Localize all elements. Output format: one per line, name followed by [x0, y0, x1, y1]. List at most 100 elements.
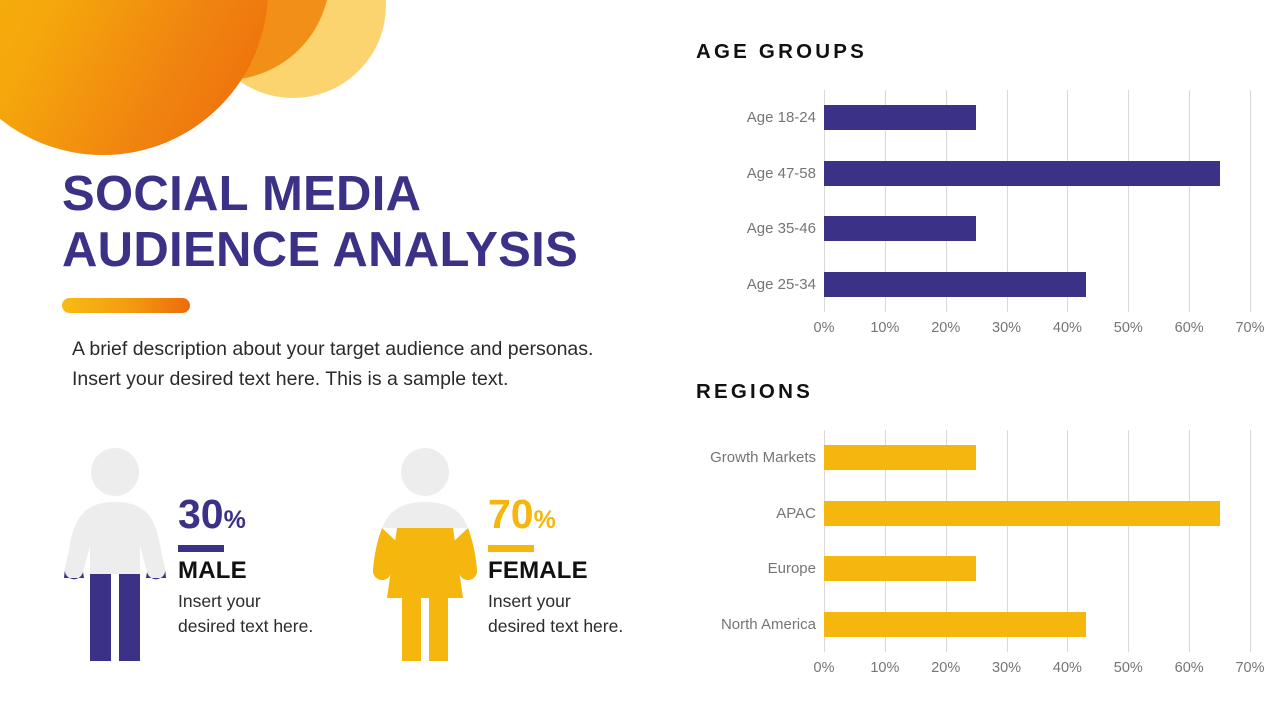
- category-label: Age 18-24: [690, 90, 816, 146]
- category-label-text: Europe: [767, 560, 816, 578]
- gridline: [1250, 90, 1251, 312]
- x-tick-label: 30%: [992, 320, 1022, 336]
- chart-regions: REGIONS Growth Markets APAC Europe North Am…: [690, 380, 1265, 690]
- male-sub-line1: Insert your: [178, 591, 261, 611]
- bar-row: [824, 146, 1250, 202]
- bar: [824, 160, 1220, 186]
- gridline: [1067, 90, 1069, 312]
- x-tick-label: 60%: [1174, 320, 1204, 336]
- female-sub-line2: desired text here.: [488, 616, 624, 636]
- gridline: [1067, 430, 1069, 652]
- chart-age-groups-gridlines: [824, 90, 1251, 312]
- chart-age-groups-bars: [824, 90, 1251, 313]
- category-label-text: Age 47-58: [746, 164, 816, 182]
- category-label: North America: [690, 597, 816, 653]
- x-tick-label: 50%: [1113, 320, 1143, 336]
- x-tick-label: 40%: [1052, 320, 1082, 336]
- female-figure-icon: [372, 448, 478, 661]
- chart-age-groups-category-labels: Age 18-24 Age 47-58 Age 35-46 Age 25-34: [690, 90, 816, 312]
- chart-age-groups: AGE GROUPS Age 18-24 Age 47-58 Age 35-46 Ag…: [690, 40, 1265, 360]
- chart-regions-title: REGIONS: [696, 380, 813, 403]
- female-accent-rule: [488, 545, 534, 552]
- chart-regions-category-labels: Growth Markets APAC Europe North America: [690, 430, 816, 652]
- bar-row: [824, 541, 1250, 597]
- bar: [824, 611, 1086, 637]
- gridline: [824, 430, 825, 652]
- female-stat-block: 70% FEMALE Insert your desired text here…: [488, 494, 678, 639]
- category-label: Age 25-34: [690, 257, 816, 313]
- chart-regions-gridlines: [824, 430, 1251, 652]
- bar-row: [824, 201, 1250, 257]
- chart-age-groups-x-axis: 0% 10% 20% 30% 40% 50% 60% 70%: [814, 320, 1265, 342]
- gridline: [824, 90, 825, 312]
- female-percent: 70%: [488, 494, 678, 535]
- bar: [824, 556, 977, 582]
- category-label-text: APAC: [776, 504, 816, 522]
- x-tick-label: 60%: [1174, 660, 1204, 676]
- bar: [824, 271, 1086, 297]
- x-tick-label: 20%: [931, 320, 961, 336]
- persona-female: 70% FEMALE Insert your desired text here…: [370, 446, 680, 676]
- x-tick-label: 0%: [813, 660, 835, 676]
- male-sub-text: Insert your desired text here.: [178, 589, 368, 639]
- x-tick-label: 0%: [813, 320, 835, 336]
- bar: [824, 500, 1220, 526]
- category-label-text: Age 35-46: [746, 220, 816, 238]
- gridline: [1189, 90, 1191, 312]
- female-sub-text: Insert your desired text here.: [488, 589, 678, 639]
- category-label: Growth Markets: [690, 430, 816, 486]
- male-percent: 30%: [178, 494, 368, 535]
- male-percent-sign: %: [223, 506, 246, 534]
- page-title-line1: SOCIAL MEDIA: [62, 167, 422, 221]
- male-percent-number: 30: [178, 491, 224, 537]
- female-percent-sign: %: [533, 506, 556, 534]
- bar-row: [824, 597, 1250, 653]
- bar: [824, 105, 977, 131]
- x-tick-label: 20%: [931, 660, 961, 676]
- bar-row: [824, 257, 1250, 313]
- bar: [824, 216, 977, 242]
- x-tick-label: 10%: [870, 320, 900, 336]
- left-panel: SOCIAL MEDIA AUDIENCE ANALYSIS A brief d…: [60, 166, 680, 676]
- male-accent-rule: [178, 545, 224, 552]
- category-label: APAC: [690, 486, 816, 542]
- gridline: [1128, 430, 1130, 652]
- x-tick-label: 70%: [1235, 320, 1265, 336]
- gridline: [1250, 430, 1251, 652]
- gridline: [945, 90, 947, 312]
- chart-regions-bars: [824, 430, 1251, 653]
- female-percent-number: 70: [488, 491, 534, 537]
- page-title-line2: AUDIENCE ANALYSIS: [62, 223, 579, 277]
- category-label: Europe: [690, 541, 816, 597]
- category-label-text: Age 25-34: [746, 275, 816, 293]
- category-label-text: Age 18-24: [746, 109, 816, 127]
- female-sub-line1: Insert your: [488, 591, 571, 611]
- bar: [824, 445, 977, 471]
- charts-panel: AGE GROUPS Age 18-24 Age 47-58 Age 35-46 Ag…: [690, 0, 1280, 720]
- chart-age-groups-title: AGE GROUPS: [696, 40, 867, 63]
- category-label-text: North America: [720, 615, 816, 633]
- persona-male: 30% MALE Insert your desired text here.: [60, 446, 370, 676]
- x-tick-label: 50%: [1113, 660, 1143, 676]
- chart-regions-x-axis: 0% 10% 20% 30% 40% 50% 60% 70%: [814, 660, 1265, 682]
- chart-regions-plot: Growth Markets APAC Europe North America 0%…: [690, 430, 1265, 676]
- page-title: SOCIAL MEDIA AUDIENCE ANALYSIS: [62, 166, 662, 278]
- bar-row: [824, 486, 1250, 542]
- category-label-text: Growth Markets: [710, 449, 816, 467]
- male-gender-label: MALE: [178, 557, 247, 584]
- gridline: [1128, 90, 1130, 312]
- gridline: [945, 430, 947, 652]
- description-text: A brief description about your target au…: [72, 338, 594, 390]
- decorative-circles: [0, 0, 400, 200]
- male-sub-line2: desired text here.: [178, 616, 314, 636]
- category-label: Age 35-46: [690, 201, 816, 257]
- bar-row: [824, 90, 1250, 146]
- title-accent-rule: [62, 298, 190, 313]
- gridline: [1006, 90, 1008, 312]
- male-stat-block: 30% MALE Insert your desired text here.: [178, 494, 368, 639]
- female-gender-label: FEMALE: [488, 557, 588, 584]
- male-figure-icon: [64, 448, 166, 661]
- x-tick-label: 30%: [992, 660, 1022, 676]
- category-label: Age 47-58: [690, 146, 816, 202]
- bar-row: [824, 430, 1250, 486]
